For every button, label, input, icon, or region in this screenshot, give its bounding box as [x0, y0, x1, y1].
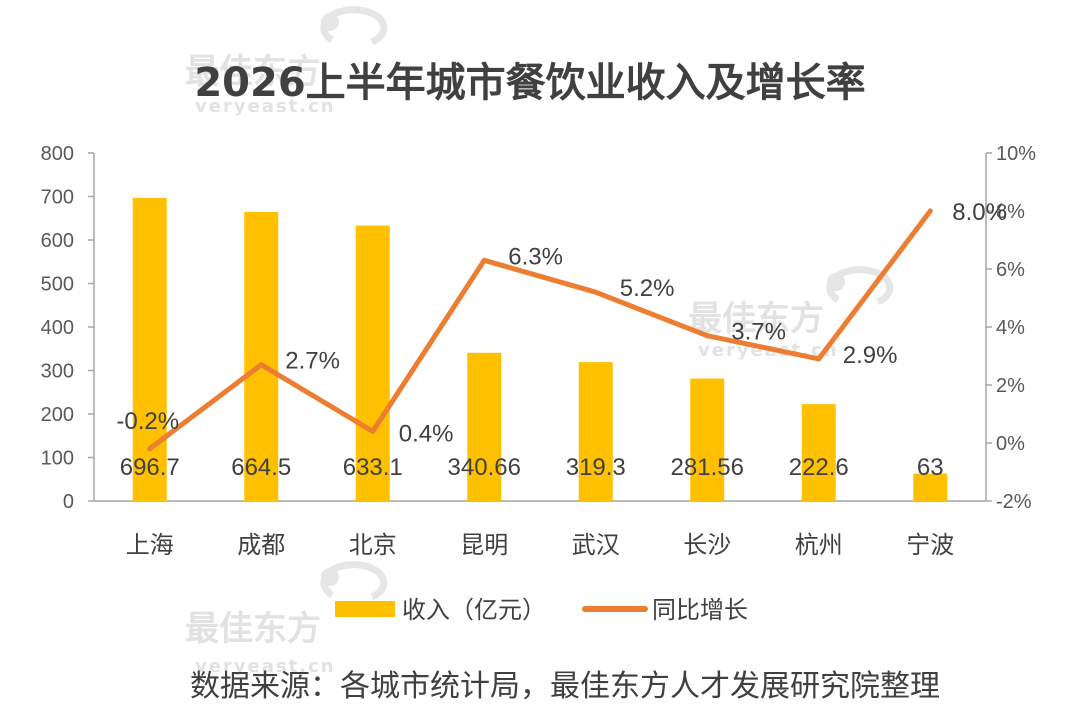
- legend: 收入（亿元） 同比增长: [335, 596, 748, 624]
- right-tick-label: 6%: [996, 259, 1025, 281]
- category-label: 北京: [349, 531, 397, 559]
- bar-value-label: 281.56: [671, 454, 744, 481]
- svg-text:veryeast.cn: veryeast.cn: [195, 96, 336, 117]
- axes: 0 100 200 300 400 500 600 700 800 -2% 0% 2% 4% 6% 8% 10…: [41, 143, 1037, 513]
- bar-value-label: 633.1: [343, 454, 403, 481]
- legend-label-revenue: 收入（亿元）: [402, 596, 546, 624]
- left-tick-label: 100: [41, 448, 74, 470]
- bar-revenue: [913, 473, 948, 501]
- growth-value-label: -0.2%: [116, 408, 179, 435]
- right-tick-label: -2%: [996, 491, 1032, 513]
- left-tick-label: 700: [41, 187, 74, 209]
- bar-value-label: 340.66: [448, 454, 521, 481]
- growth-point: [481, 257, 487, 263]
- bar-revenue: [690, 378, 725, 501]
- svg-text:veryeast.cn: veryeast.cn: [195, 656, 336, 677]
- growth-line: [147, 208, 933, 452]
- left-tick-label: 400: [41, 317, 74, 339]
- left-tick-label: 800: [41, 143, 74, 165]
- right-tick-label: 8%: [996, 201, 1025, 223]
- growth-point: [258, 362, 264, 368]
- bar-revenue: [467, 352, 502, 501]
- category-label: 宁波: [906, 531, 954, 559]
- right-tick-label: 0%: [996, 433, 1025, 455]
- right-tick-label: 10%: [996, 143, 1036, 165]
- legend-swatch-revenue: [335, 601, 395, 617]
- category-label: 长沙: [683, 531, 731, 559]
- category-label: 成都: [237, 531, 285, 559]
- bar-value-label: 222.6: [789, 454, 849, 481]
- growth-value-label: 6.3%: [508, 243, 563, 270]
- category-label: 武汉: [572, 531, 620, 559]
- left-tick-label: 0: [63, 491, 74, 513]
- bar-revenue: [801, 404, 836, 501]
- watermark-bottom: 最佳东方 veryeast.cn: [185, 561, 388, 677]
- legend-label-growth: 同比增长: [652, 596, 748, 624]
- growth-value-label: 5.2%: [620, 275, 675, 302]
- growth-value-label: 0.4%: [399, 420, 454, 447]
- growth-value-label: 8.0%: [952, 199, 1007, 226]
- bar-value-label: 319.3: [566, 454, 626, 481]
- svg-text:最佳东方: 最佳东方: [185, 52, 321, 92]
- bar-value-label: 63: [917, 454, 944, 481]
- category-labels: 上海 成都 北京 昆明 武汉 长沙 杭州 宁波: [126, 531, 955, 559]
- left-tick-label: 300: [41, 361, 74, 383]
- growth-point: [370, 428, 376, 434]
- category-label: 上海: [126, 531, 174, 559]
- growth-point: [816, 356, 822, 362]
- growth-value-label: 2.7%: [285, 348, 340, 375]
- bar-revenue: [244, 211, 279, 501]
- growth-point: [593, 289, 599, 295]
- category-label: 昆明: [460, 531, 508, 559]
- svg-text:最佳东方: 最佳东方: [688, 299, 824, 339]
- left-tick-label: 500: [41, 274, 74, 296]
- bar-revenue: [578, 362, 613, 501]
- category-label: 杭州: [795, 531, 843, 559]
- right-tick-label: 4%: [996, 317, 1025, 339]
- growth-point: [147, 446, 153, 452]
- chart-title: 2026上半年城市餐饮业收入及增长率: [194, 60, 865, 106]
- data-labels: 696.7 664.5 633.1 340.66 319.3 281.56 222.6 63 -…: [116, 199, 1007, 481]
- growth-value-label: 2.9%: [843, 342, 898, 369]
- bar-value-label: 696.7: [120, 454, 180, 481]
- left-tick-label: 600: [41, 230, 74, 252]
- right-tick-label: 2%: [996, 375, 1025, 397]
- growth-value-label: 3.7%: [731, 319, 786, 346]
- source-note: 数据来源：各城市统计局，最佳东方人才发展研究院整理: [190, 669, 940, 704]
- growth-line-path: [147, 208, 933, 452]
- watermark-top: 最佳东方 veryeast.cn: [185, 6, 388, 117]
- growth-point: [927, 208, 933, 214]
- left-tick-label: 200: [41, 404, 74, 426]
- svg-text:最佳东方: 最佳东方: [185, 609, 321, 649]
- growth-point: [704, 333, 710, 339]
- bar-revenue: [355, 225, 390, 501]
- bar-value-label: 664.5: [231, 454, 291, 481]
